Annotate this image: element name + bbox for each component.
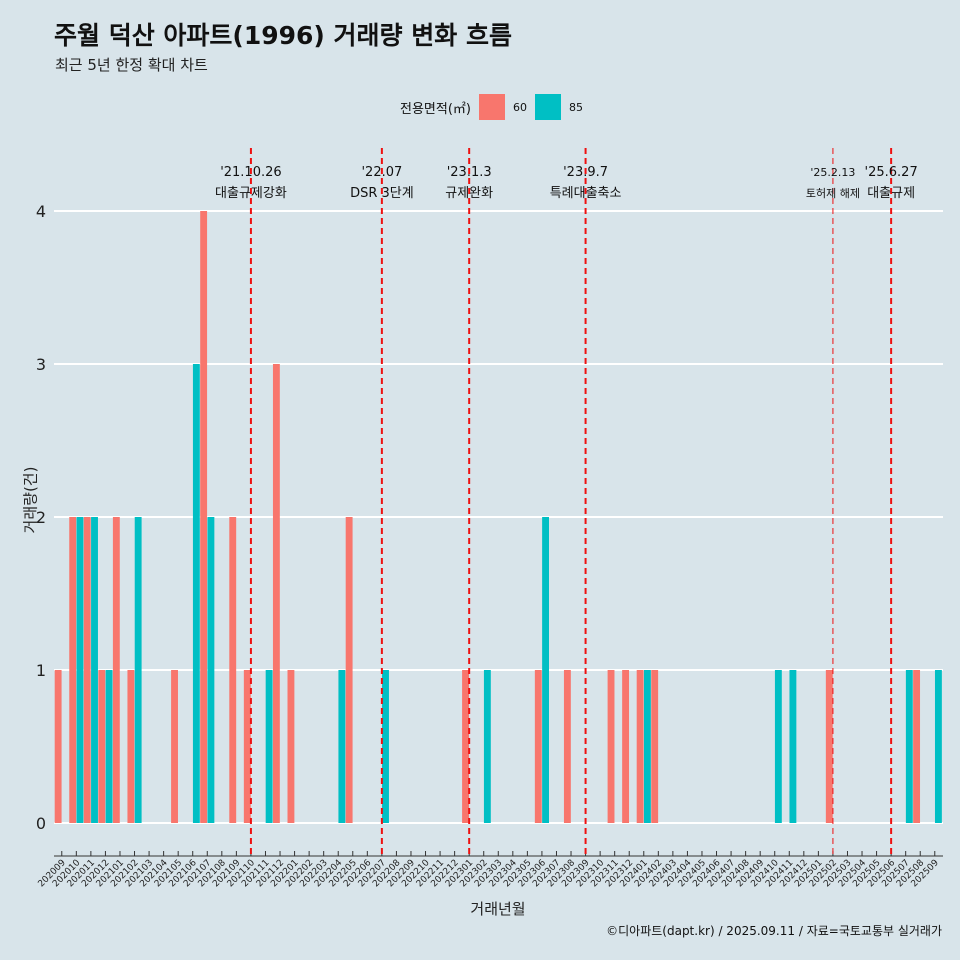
bar-85-202411 — [789, 670, 797, 823]
x-axis-label: 거래년월 — [470, 900, 526, 918]
bar-85-202507 — [905, 670, 913, 823]
bar-60-202011 — [83, 517, 91, 823]
bar-85-202509 — [934, 670, 942, 823]
bar-60-202306 — [534, 670, 542, 823]
y-tick-label: 1 — [36, 661, 46, 680]
event-date-label: '22.07 — [361, 165, 402, 180]
y-tick-label: 0 — [36, 814, 46, 833]
bar-60-202101 — [112, 517, 120, 823]
bar-60-202205 — [345, 517, 353, 823]
chart-title: 주월 덕산 아파트(1996) 거래량 변화 흐름 — [54, 21, 512, 50]
legend-key-60 — [478, 94, 505, 120]
legend-title: 전용면적(㎡) — [400, 101, 471, 117]
bar-60-202312 — [622, 670, 630, 823]
bar-60-202012 — [98, 670, 106, 823]
bar-85-202204 — [338, 670, 346, 823]
y-tick-label: 4 — [36, 202, 46, 221]
bar-85-202106 — [192, 364, 200, 823]
event-name-label: DSR 3단계 — [350, 186, 414, 201]
y-axis-label: 거래량(건) — [21, 466, 40, 534]
bar-85-202111 — [265, 670, 273, 823]
event-date-label: '23.1.3 — [447, 165, 492, 180]
bar-60-202201 — [287, 670, 295, 823]
bar-60-202311 — [607, 670, 615, 823]
legend-label-85: 85 — [568, 100, 583, 114]
event-name-label: 규제완화 — [445, 186, 493, 201]
bar-85-202410 — [774, 670, 782, 823]
chart-subtitle: 최근 5년 한정 확대 차트 — [55, 56, 208, 74]
bar-60-202010 — [69, 517, 77, 823]
legend-key-85 — [534, 94, 561, 120]
event-date-label: '21.10.26 — [220, 165, 281, 180]
legend-label-60: 60 — [512, 100, 527, 114]
legend: 전용면적(㎡) 60 85 — [400, 93, 591, 121]
event-date-label: '23.9.7 — [563, 165, 608, 180]
bar-60-202105 — [171, 670, 178, 823]
bar-60-202502 — [825, 670, 833, 823]
bar-60-202112 — [272, 364, 280, 823]
y-tick-label: 2 — [36, 508, 46, 527]
event-date-label: '25.2.13 — [810, 166, 855, 179]
bar-60-202009 — [54, 670, 62, 823]
event-name-label: 대출규제강화 — [215, 186, 287, 201]
y-tick-label: 3 — [36, 355, 46, 374]
bar-60-202508 — [913, 670, 921, 823]
event-name-label: 토허제 해제 — [806, 186, 860, 200]
bar-85-202102 — [134, 517, 142, 823]
event-date-label: '25.6.27 — [865, 165, 918, 180]
bar-60-202301 — [462, 670, 469, 823]
bar-85-202302 — [483, 670, 491, 823]
bar-60-202107 — [200, 211, 208, 823]
source-caption: ©디아파트(dapt.kr) / 2025.09.11 / 자료=국토교통부 실… — [606, 924, 942, 938]
bar-60-202109 — [229, 517, 237, 823]
bar-85-202012 — [105, 670, 113, 823]
event-name-label: 대출규제 — [867, 186, 915, 201]
bar-60-202402 — [651, 670, 659, 823]
bar-60-202308 — [563, 670, 571, 823]
bar-85-202207 — [382, 670, 389, 823]
bar-85-202401 — [643, 670, 651, 823]
bar-85-202011 — [91, 517, 98, 823]
bar-60-202102 — [127, 670, 135, 823]
event-name-label: 특례대출축소 — [550, 186, 622, 201]
bar-85-202010 — [76, 517, 84, 823]
bar-85-202306 — [542, 517, 549, 823]
bar-60-202110 — [243, 670, 251, 823]
bar-60-202401 — [636, 670, 644, 823]
bar-85-202107 — [207, 517, 215, 823]
